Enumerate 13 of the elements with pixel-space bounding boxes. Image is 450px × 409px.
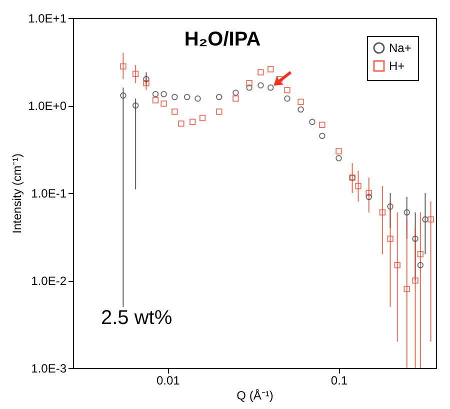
y-axis-title: Intensity (cm⁻¹) [10, 153, 24, 234]
x-axis-title: Q (Å⁻¹) [236, 388, 274, 402]
x-tick-label: 0.1 [330, 374, 348, 388]
legend-label: H+ [389, 59, 405, 73]
y-tick-label: 1.0E+1 [28, 12, 67, 26]
annotation: H₂O/IPA [184, 28, 261, 51]
y-tick-label: 1.0E+0 [28, 99, 67, 113]
y-tick-label: 1.0E-1 [31, 186, 67, 200]
y-tick-label: 1.0E-2 [31, 274, 67, 288]
legend-label: Na+ [389, 41, 412, 55]
y-tick-label: 1.0E-3 [31, 362, 67, 376]
annotation: 2.5 wt% [101, 307, 172, 329]
x-tick-label: 0.01 [156, 374, 180, 388]
